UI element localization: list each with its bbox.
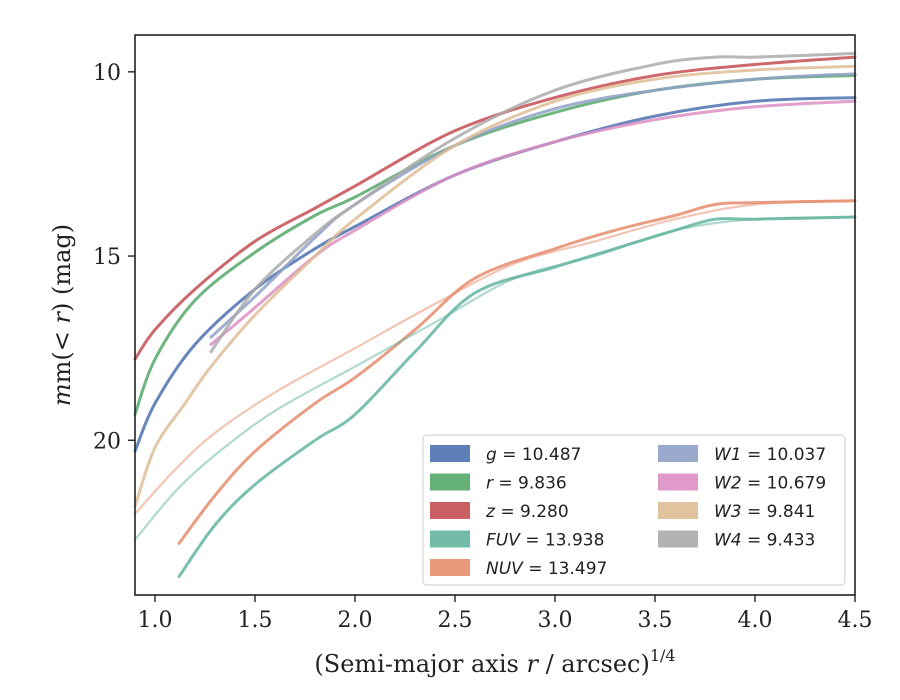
series-line-nuv-faint (133, 199, 857, 515)
plot-series (133, 51, 857, 579)
x-tick-label: 2.0 (338, 608, 373, 633)
x-tick-label: 4.0 (738, 608, 773, 633)
plot-frame (134, 34, 856, 596)
x-tick-label: 2.5 (438, 608, 473, 633)
legend-entry: z = 9.280 (485, 502, 569, 522)
legend-entry: W4 = 9.433 (714, 531, 815, 551)
legend-entry: NUV = 13.497 (486, 559, 607, 579)
y-tick-label: 10 (93, 61, 121, 86)
series-line-w1 (209, 72, 857, 339)
legend-swatch (658, 473, 698, 491)
legend: g = 10.487 r = 9.836 z = 9.280 FUV = 13.938… (422, 434, 846, 586)
x-tick-label: 3.5 (638, 608, 673, 633)
x-axis: 1.0 1.5 2.0 2.5 3.0 3.5 4.0 4.5 (138, 595, 873, 633)
y-tick-label: 15 (93, 245, 121, 270)
series-line-g (133, 96, 857, 453)
x-axis-label: (Semi-major axis r / arcsec)1/4 (314, 646, 675, 678)
series-line-w2 (209, 99, 857, 346)
legend-swatch (430, 473, 470, 491)
legend-entry: g = 10.487 (486, 445, 581, 465)
series-line-w4 (209, 51, 857, 354)
legend-entry: W1 = 10.037 (714, 445, 826, 465)
legend-entry: W2 = 10.679 (714, 474, 826, 494)
x-tick-label: 3.0 (538, 608, 573, 633)
series-line-fuv (177, 215, 857, 579)
legend-swatch (430, 530, 470, 548)
y-tick-label: 20 (93, 429, 121, 454)
legend-swatch (430, 559, 470, 576)
y-axis: 10 15 20 (93, 61, 135, 454)
legend-swatch (430, 502, 470, 519)
series-line-fuv-faint (133, 215, 857, 541)
legend-swatch (430, 445, 470, 462)
series-line-nuv (177, 199, 857, 545)
x-tick-label: 1.0 (138, 608, 173, 633)
series-line-z (133, 55, 857, 361)
legend-entry: W3 = 9.841 (714, 502, 815, 522)
legend-entry: r = 9.836 (486, 474, 567, 494)
legend-swatch (658, 502, 698, 519)
y-axis-label: mm(< r) (mag) (48, 224, 76, 406)
series-line-w3 (133, 64, 857, 509)
x-tick-label: 4.5 (838, 608, 873, 633)
legend-box (422, 434, 846, 586)
x-tick-label: 1.5 (238, 608, 273, 633)
legend-swatch (658, 530, 698, 548)
legend-entry: FUV = 13.938 (486, 531, 604, 551)
legend-swatch (658, 445, 698, 462)
